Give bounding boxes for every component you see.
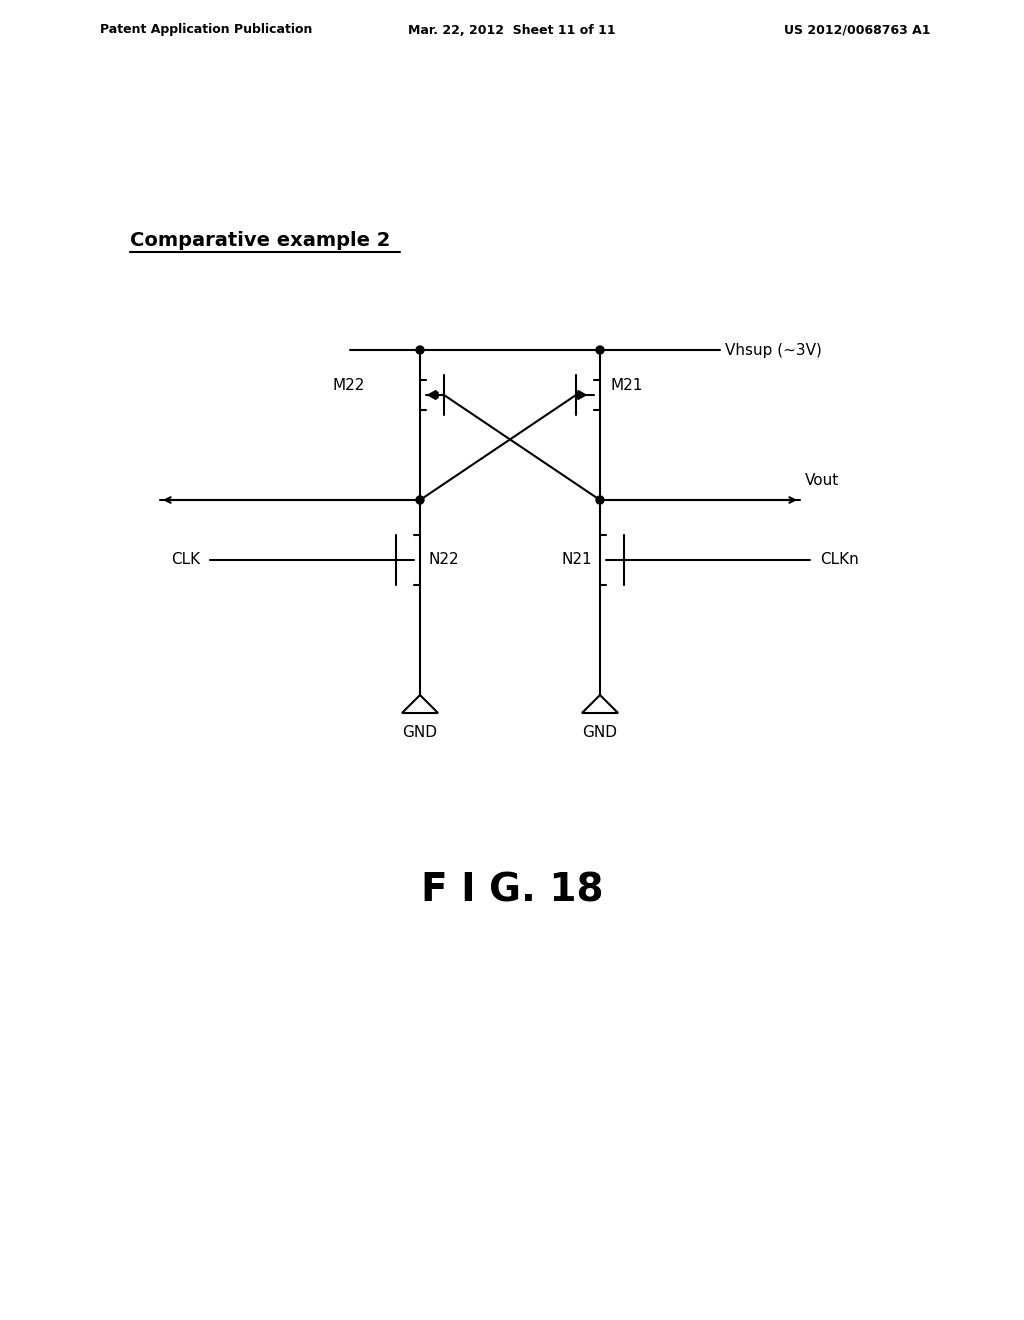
Text: Vhsup (~3V): Vhsup (~3V) [725, 342, 822, 358]
FancyArrow shape [575, 391, 586, 400]
Text: Mar. 22, 2012  Sheet 11 of 11: Mar. 22, 2012 Sheet 11 of 11 [409, 24, 615, 37]
Circle shape [416, 496, 424, 504]
Text: Patent Application Publication: Patent Application Publication [100, 24, 312, 37]
Text: CLKn: CLKn [820, 553, 859, 568]
Text: N22: N22 [428, 553, 459, 568]
Text: US 2012/0068763 A1: US 2012/0068763 A1 [783, 24, 930, 37]
Text: Comparative example 2: Comparative example 2 [130, 231, 390, 249]
Text: F I G. 18: F I G. 18 [421, 871, 603, 909]
Text: GND: GND [402, 725, 437, 741]
Text: M21: M21 [610, 378, 642, 392]
Circle shape [596, 496, 604, 504]
Text: CLK: CLK [171, 553, 200, 568]
Text: N21: N21 [561, 553, 592, 568]
Text: M22: M22 [333, 378, 365, 392]
Circle shape [596, 346, 604, 354]
Circle shape [416, 346, 424, 354]
Text: GND: GND [583, 725, 617, 741]
Text: Vout: Vout [805, 473, 840, 488]
FancyArrow shape [428, 391, 438, 400]
